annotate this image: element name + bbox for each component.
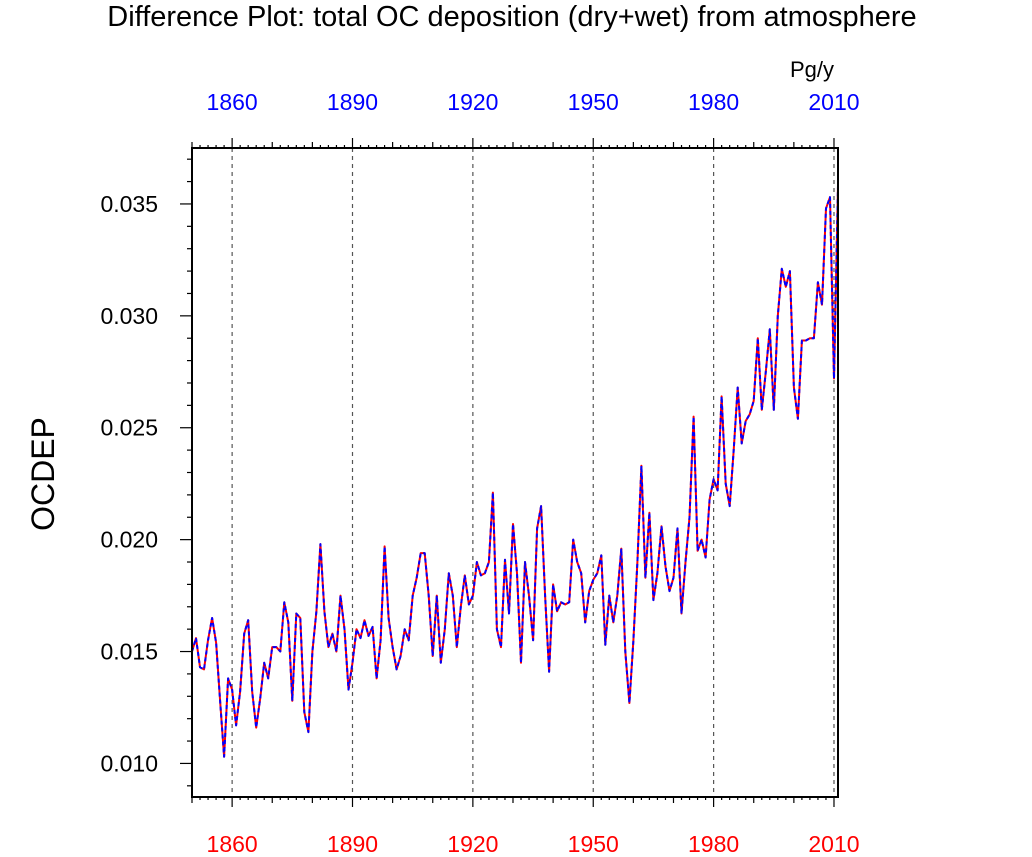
units-label: Pg/y bbox=[790, 57, 834, 82]
chart-title: Difference Plot: total OC deposition (dr… bbox=[107, 1, 916, 33]
plot-frame bbox=[191, 147, 839, 798]
x-tick-label-top-1920: 1920 bbox=[447, 89, 498, 115]
x-tick-label-top-1980: 1980 bbox=[688, 89, 739, 115]
y-tick-label-0.025: 0.025 bbox=[100, 415, 158, 441]
x-tick-label-top-1860: 1860 bbox=[207, 89, 258, 115]
series-line-2 bbox=[191, 185, 839, 758]
x-tick-label-bottom-1950: 1950 bbox=[568, 831, 619, 857]
data-series bbox=[191, 185, 839, 758]
series-line-1 bbox=[191, 185, 839, 758]
axis-ticks bbox=[180, 138, 835, 807]
y-tick-label-0.020: 0.020 bbox=[100, 527, 158, 553]
tick-labels: 1860 1860 1890 1890 1920 1920 1950 1950 1980 1980… bbox=[100, 89, 859, 857]
y-axis-label: OCDEP bbox=[25, 417, 61, 531]
x-tick-label-bottom-1890: 1890 bbox=[327, 831, 378, 857]
y-tick-label-0.030: 0.030 bbox=[100, 303, 158, 329]
gridlines bbox=[231, 148, 835, 797]
y-tick-label-0.035: 0.035 bbox=[100, 191, 158, 217]
x-tick-label-bottom-2010: 2010 bbox=[808, 831, 859, 857]
y-tick-label-0.010: 0.010 bbox=[100, 750, 158, 776]
y-tick-label-0.015: 0.015 bbox=[100, 639, 158, 665]
x-tick-label-bottom-1860: 1860 bbox=[207, 831, 258, 857]
x-tick-label-bottom-1980: 1980 bbox=[688, 831, 739, 857]
x-tick-label-top-1890: 1890 bbox=[327, 89, 378, 115]
x-tick-label-bottom-1920: 1920 bbox=[447, 831, 498, 857]
x-tick-label-top-2010: 2010 bbox=[808, 89, 859, 115]
x-tick-label-top-1950: 1950 bbox=[568, 89, 619, 115]
